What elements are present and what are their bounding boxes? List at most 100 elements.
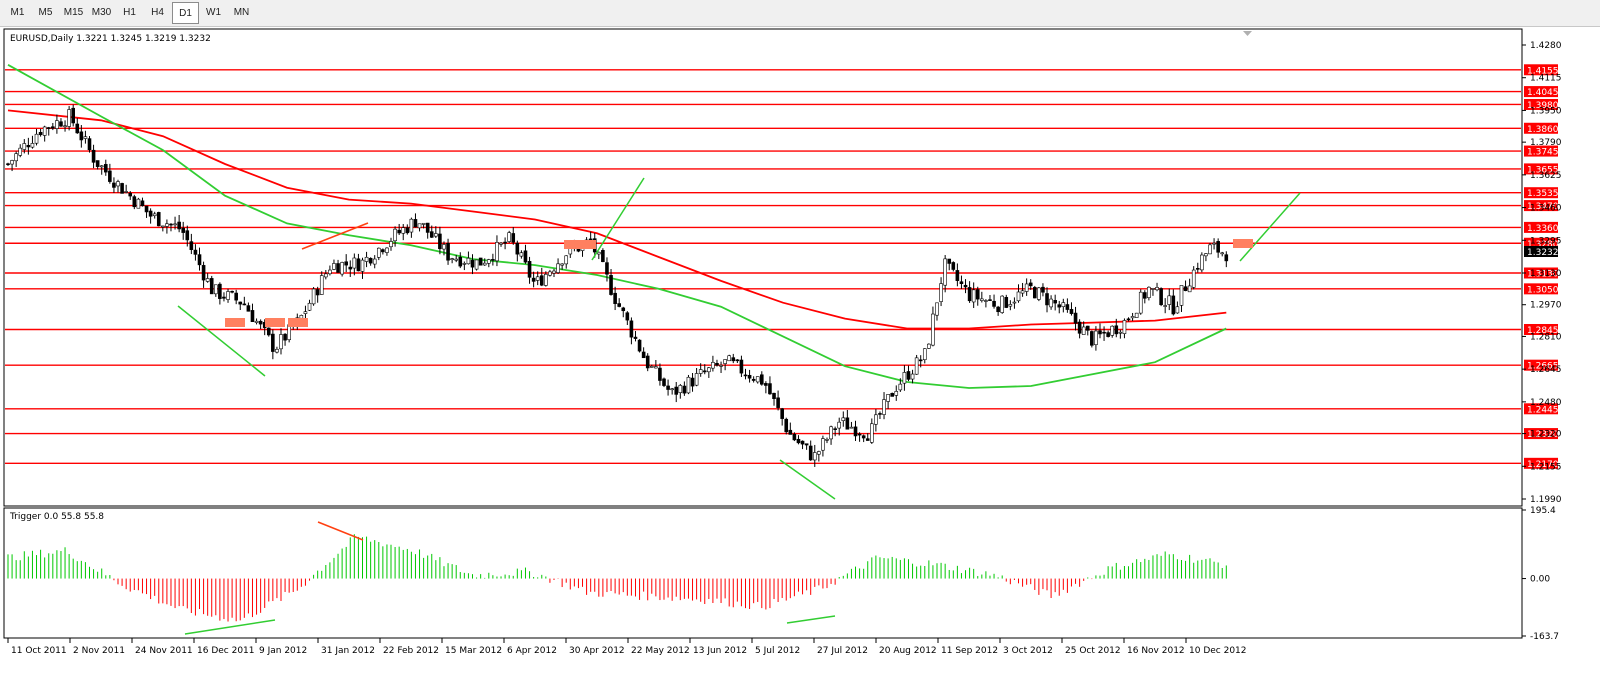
date-tick-label: 27 Jul 2012 (817, 646, 868, 656)
timeframe-button-h1[interactable]: H1 (123, 7, 136, 18)
candle-body (735, 359, 740, 362)
candle-body (837, 421, 842, 429)
timeframe-button-w1[interactable]: W1 (206, 7, 221, 18)
candle-body (1208, 244, 1212, 255)
candle-body (51, 126, 55, 129)
candle-body (152, 213, 157, 217)
candle-body (975, 289, 980, 300)
candle-body (1122, 320, 1127, 334)
candle-body (845, 417, 850, 430)
timeframe-button-m15[interactable]: M15 (63, 7, 84, 18)
candle-body (654, 366, 658, 369)
price-tick-label: 1.3295 (1530, 236, 1562, 246)
candle-body (1061, 302, 1066, 307)
timeframe-button-mn[interactable]: MN (233, 7, 250, 18)
candle-body (784, 418, 789, 433)
indicator-plot-area[interactable] (3, 507, 1523, 639)
timeframe-button-d1[interactable]: D1 (172, 2, 199, 24)
candle-body (613, 292, 617, 304)
candle-body (861, 435, 866, 439)
candle-body (560, 263, 564, 266)
date-tick-label: 13 Jun 2012 (693, 646, 747, 656)
chart-window[interactable]: EURUSD,Daily 1.3221 1.3245 1.3219 1.3232… (0, 26, 1600, 674)
candle-body (75, 123, 80, 134)
candle-body (825, 439, 829, 441)
candle-body (910, 373, 915, 380)
candle-body (1143, 292, 1147, 299)
date-tick-label: 31 Jan 2012 (321, 646, 375, 656)
level-label-box (1524, 403, 1558, 415)
candle-body (996, 306, 1000, 313)
timeframe-button-h4[interactable]: H4 (151, 7, 164, 18)
timeframe-button-m30[interactable]: M30 (91, 7, 112, 18)
candle-body (474, 259, 479, 270)
candle-body (1126, 318, 1131, 321)
candle-body (641, 351, 646, 359)
candle-body (894, 391, 899, 396)
candle-body (731, 357, 736, 362)
candle-body (922, 348, 927, 360)
candle-body (792, 433, 797, 441)
candle-body (1187, 285, 1192, 293)
candle-body (544, 273, 548, 286)
candle-body (674, 386, 679, 395)
candle-body (682, 385, 687, 394)
date-tick-label: 16 Nov 2012 (1127, 646, 1185, 656)
candle-body (429, 231, 434, 238)
candle-body (205, 278, 210, 282)
candle-body (59, 121, 63, 127)
trendline-annotation (177, 305, 266, 377)
candle-body (947, 258, 952, 264)
candle-body (902, 372, 907, 384)
candle-body (393, 228, 397, 242)
candle-body (1073, 312, 1078, 324)
date-tick-label: 11 Oct 2011 (11, 646, 67, 656)
main-plot-area[interactable] (3, 28, 1523, 507)
candle-body (470, 259, 475, 268)
price-tick-label: 1.1990 (1530, 495, 1562, 505)
candle-body (764, 383, 768, 386)
candle-body (177, 221, 181, 230)
candle-body (702, 370, 707, 373)
candle-body (601, 250, 605, 263)
candle-body (800, 440, 805, 445)
support-resistance-levels: 1.4155 1.4045 1.3980 1.3860 1.3745 1.3655 1.35… (5, 64, 1559, 470)
level-label-box (1524, 86, 1558, 98)
date-tick-label: 20 Aug 2012 (879, 646, 937, 656)
candle-body (1130, 316, 1135, 319)
scroll-triangle-icon[interactable] (1243, 31, 1252, 36)
candle-body (1191, 269, 1196, 288)
timeframe-button-m1[interactable]: M1 (10, 7, 25, 18)
candle-body (1179, 285, 1184, 306)
timeframe-button-m5[interactable]: M5 (38, 7, 53, 18)
candle-body (487, 259, 491, 264)
price-tick-label: 1.4115 (1530, 74, 1562, 84)
candle-body (18, 147, 23, 156)
candle-body (246, 305, 251, 312)
candle-body (556, 263, 560, 273)
candle-body (372, 258, 377, 265)
candle-body (515, 242, 520, 255)
candle-body (539, 275, 544, 286)
candle-body (914, 357, 919, 375)
candle-body (30, 143, 35, 148)
candle-body (254, 320, 259, 323)
candle-body (898, 383, 903, 391)
candle-body (548, 271, 552, 276)
candle-body (1134, 312, 1139, 318)
candle-body (829, 426, 833, 440)
candle-body (1106, 332, 1110, 337)
candle-body (1204, 253, 1208, 257)
candle-body (1024, 283, 1029, 292)
candle-body (156, 212, 161, 227)
candle-body (535, 276, 540, 281)
candle-body (747, 374, 752, 379)
candle-body (303, 311, 308, 314)
candle-body (1069, 309, 1074, 314)
level-label: 1.2445 (1527, 405, 1559, 415)
current-price-label: 1.3232 (1524, 246, 1559, 258)
level-label-box (1524, 359, 1558, 371)
candle-body (988, 299, 992, 301)
candle-body (1000, 295, 1004, 313)
candle-body (1012, 301, 1017, 304)
